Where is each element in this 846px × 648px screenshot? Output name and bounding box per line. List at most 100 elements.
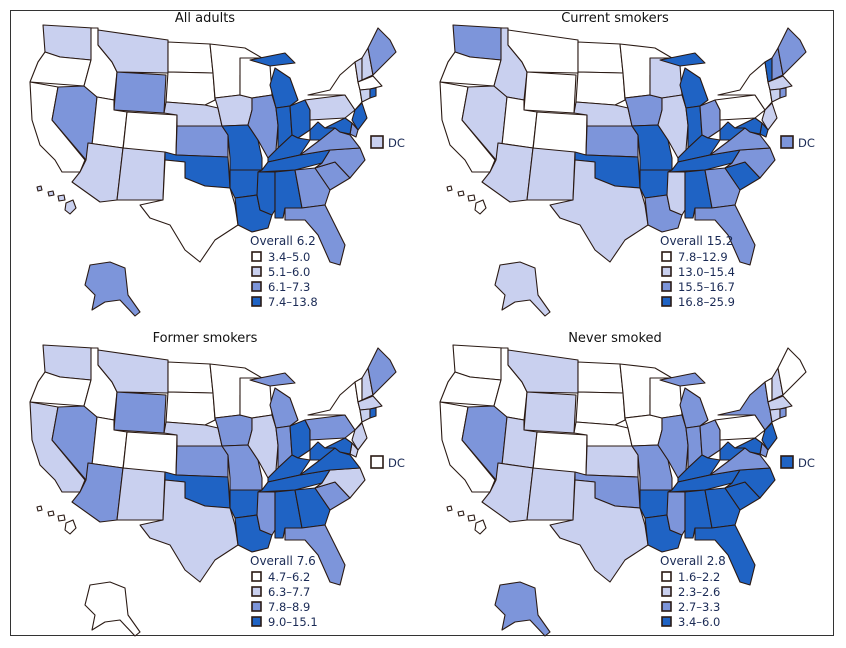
legend-swatch	[251, 296, 262, 307]
state-MI	[659, 52, 706, 67]
legend-swatch	[251, 251, 262, 262]
state-NM	[116, 467, 166, 521]
state-IA	[214, 94, 253, 127]
state-ND	[167, 41, 214, 74]
state-KS	[175, 445, 229, 478]
legend-swatch	[661, 251, 672, 262]
legend-swatch	[661, 601, 672, 612]
state-SD	[165, 71, 216, 106]
legend-swatch	[661, 586, 672, 597]
state-RI	[779, 87, 787, 99]
state-ME	[367, 27, 397, 76]
legend-swatch	[251, 586, 262, 597]
panel-title: Current smokers	[561, 11, 669, 26]
state-OH	[699, 99, 721, 139]
dc-label: DC	[388, 456, 405, 470]
legend-item: 5.1–6.0	[268, 265, 310, 279]
state-MD	[734, 437, 763, 455]
state-CT	[359, 88, 371, 103]
panel-title: Former smokers	[153, 331, 258, 346]
state-SD	[575, 391, 626, 426]
legend-swatch	[251, 601, 262, 612]
state-HI	[446, 185, 453, 192]
state-HI	[64, 199, 77, 215]
legend-item: 6.1–7.3	[268, 280, 310, 294]
state-AK	[84, 261, 141, 317]
legend-item: 3.4–6.0	[678, 615, 720, 629]
legend-title: Overall 2.8	[660, 554, 726, 568]
state-IA	[624, 414, 663, 447]
state-IA	[214, 414, 253, 447]
state-TX	[139, 479, 239, 583]
state-TX	[139, 159, 239, 263]
state-DC	[370, 135, 384, 149]
legend-item: 2.7–3.3	[678, 600, 720, 614]
state-RI	[369, 407, 377, 419]
state-TX	[549, 479, 649, 583]
state-MD	[324, 437, 353, 455]
state-HI	[47, 510, 55, 517]
state-MI	[269, 67, 299, 109]
state-DC	[780, 455, 794, 469]
state-ND	[167, 361, 214, 394]
state-AK	[494, 261, 551, 317]
state-HI	[474, 519, 487, 535]
state-MD	[324, 117, 353, 135]
state-MS	[256, 491, 276, 536]
state-OH	[699, 419, 721, 459]
legend-item: 6.3–7.7	[268, 585, 310, 599]
state-MD	[734, 117, 763, 135]
state-MI	[679, 387, 709, 429]
state-DC	[370, 455, 384, 469]
state-FL	[694, 524, 756, 586]
state-MI	[679, 67, 709, 109]
legend-item: 9.0–15.1	[268, 615, 318, 629]
legend-item: 15.5–16.7	[678, 280, 735, 294]
dc-label: DC	[798, 456, 815, 470]
state-AK	[494, 581, 551, 637]
map-panel-all-adults: All adults DC Overall 6.2 3.4–5.05.1–6.06.1…	[29, 11, 405, 317]
state-NM	[526, 467, 576, 521]
state-WY	[113, 71, 167, 114]
state-HI	[457, 190, 465, 197]
state-ND	[577, 361, 624, 394]
panel-title: All adults	[175, 11, 235, 26]
dc-label: DC	[388, 136, 405, 150]
state-SD	[165, 391, 216, 426]
state-AK	[84, 581, 141, 637]
figure-frame	[10, 10, 834, 636]
state-ND	[577, 41, 624, 74]
state-IA	[624, 94, 663, 127]
dc-label: DC	[798, 136, 815, 150]
state-KS	[585, 125, 639, 158]
state-MS	[256, 171, 276, 216]
state-TX	[549, 159, 649, 263]
legend-swatch	[661, 616, 672, 627]
map-panel-current-smokers: Current smokers DC Overall 15.2 7.8–12.913.…	[439, 11, 815, 317]
legend-item: 2.3–2.6	[678, 585, 720, 599]
state-HI	[467, 514, 476, 522]
state-NJ	[761, 102, 778, 131]
state-MS	[666, 171, 686, 216]
state-SD	[575, 71, 626, 106]
state-OH	[289, 419, 311, 459]
state-KS	[175, 125, 229, 158]
state-ME	[777, 347, 807, 396]
state-KS	[585, 445, 639, 478]
state-MI	[269, 387, 299, 429]
map-panel-former-smokers: Former smokers DC Overall 7.6 4.7–6.26.3–7.…	[29, 331, 405, 637]
legend-item: 13.0–15.4	[678, 265, 735, 279]
legend-swatch	[251, 616, 262, 627]
state-FL	[284, 524, 346, 586]
state-HI	[36, 505, 43, 512]
state-ME	[367, 347, 397, 396]
legend-swatch	[661, 296, 672, 307]
state-HI	[64, 519, 77, 535]
legend-title: Overall 15.2	[660, 234, 733, 248]
state-NJ	[351, 422, 368, 451]
legend-title: Overall 6.2	[250, 234, 316, 248]
state-CT	[769, 88, 781, 103]
state-HI	[47, 190, 55, 197]
state-HI	[36, 185, 43, 192]
